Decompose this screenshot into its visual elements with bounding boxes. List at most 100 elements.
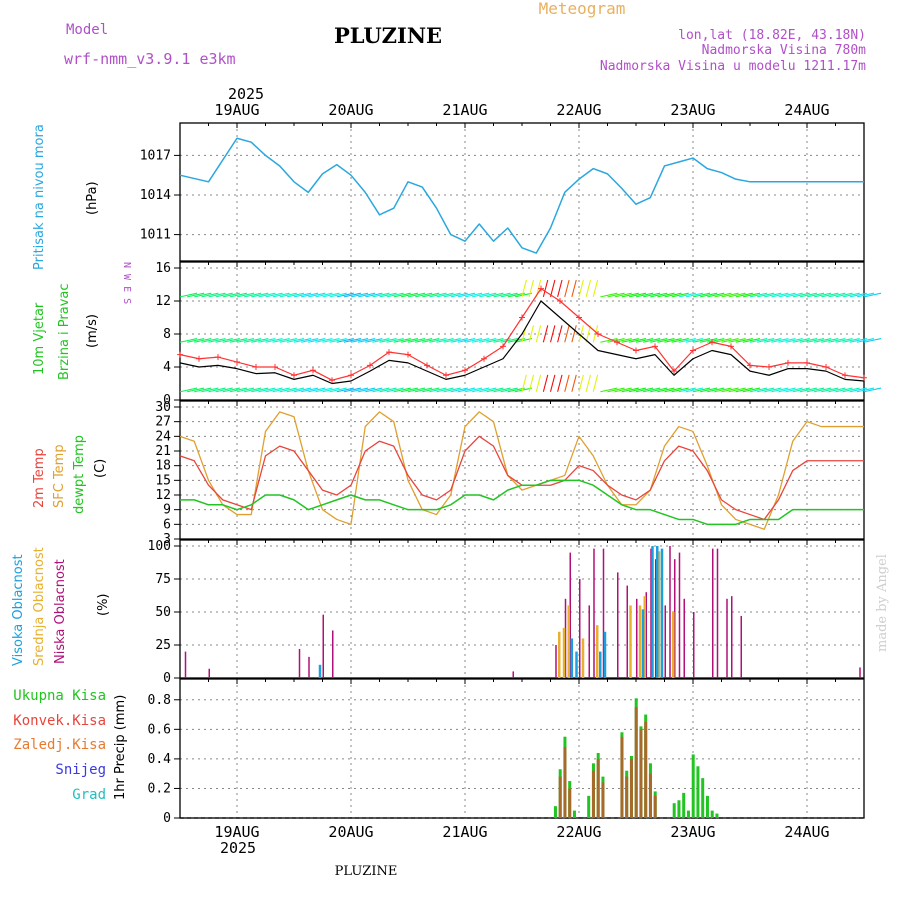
wind-arrow xyxy=(749,292,768,298)
wind-arrow xyxy=(464,292,483,298)
wind-arrow xyxy=(208,292,226,298)
gust-marker xyxy=(747,362,753,369)
wind-arrow xyxy=(393,387,411,393)
wind-arrow xyxy=(194,387,212,393)
y-tick-label: 1011 xyxy=(140,228,171,243)
pressure-unit: (hPa) xyxy=(85,181,100,215)
low-cloud-bar xyxy=(740,615,742,678)
wind-arrow xyxy=(436,387,454,393)
gust-marker xyxy=(481,355,487,362)
wind-arrow xyxy=(650,292,668,298)
wind-arrow xyxy=(700,292,718,298)
high-cloud-bar xyxy=(575,651,578,678)
mid-cloud-bar xyxy=(562,627,566,678)
wind-arrow xyxy=(507,387,525,393)
wind-arrow xyxy=(201,292,219,298)
gust-marker xyxy=(728,343,734,350)
wind-arrow xyxy=(386,387,404,393)
wind-arrow xyxy=(842,387,860,393)
conv-precip-bar xyxy=(644,721,648,818)
wind-arrow xyxy=(757,292,775,298)
wind-arrow xyxy=(728,292,746,298)
low-cloud-bar xyxy=(617,572,619,678)
conv-precip-bar xyxy=(625,776,629,818)
chart-layers: 1011101410170481216369121518212427300255… xyxy=(140,101,882,841)
wind-arrow xyxy=(728,338,746,343)
high-cloud-bar xyxy=(641,609,645,678)
y-tick-label: 0 xyxy=(163,393,171,408)
wind-arrow xyxy=(657,387,675,393)
wind-arrow xyxy=(272,292,290,298)
total-precip-bar xyxy=(587,795,591,818)
gust-marker xyxy=(500,343,506,350)
wind-arrow xyxy=(664,338,682,343)
precip-unit: 1hr Precip (mm) xyxy=(113,695,128,800)
wind-arrow xyxy=(542,374,549,392)
low-cloud-bar xyxy=(602,548,605,678)
wind-arrow xyxy=(472,387,490,393)
wind-arrow xyxy=(286,292,305,298)
wind-arrow xyxy=(671,338,689,343)
y-tick-label: 50 xyxy=(155,605,171,620)
gust-marker xyxy=(386,349,392,356)
wind-arrow xyxy=(236,292,255,298)
wind-arrow xyxy=(265,387,283,393)
low-cloud-bar xyxy=(593,548,595,678)
wind-arrow xyxy=(578,374,584,392)
wind-arrow xyxy=(215,292,233,298)
wind-arrow xyxy=(315,387,333,393)
gust-marker xyxy=(253,364,259,370)
mid-cloud-bar xyxy=(558,631,561,678)
wind-arrow xyxy=(771,387,789,393)
wind-arrow xyxy=(450,292,468,298)
gust-marker xyxy=(196,355,202,362)
credit-watermark: made by Angel xyxy=(875,554,890,652)
wind-arrow xyxy=(799,292,818,298)
wind-arrow xyxy=(251,387,269,393)
low-cloud-bar xyxy=(650,548,652,678)
wind-arrow xyxy=(372,387,390,393)
year-bottom-label: 2025 xyxy=(220,839,256,857)
wind-arrow xyxy=(393,338,411,343)
gust-marker xyxy=(690,347,696,354)
wind-arrow xyxy=(792,338,810,343)
wind-arrow xyxy=(215,387,233,393)
panel-frame xyxy=(179,122,865,262)
wind-arrow xyxy=(343,338,362,343)
gust-marker xyxy=(462,367,468,374)
wind-arrow xyxy=(863,292,882,298)
wind-arrow xyxy=(757,387,775,393)
wind-arrow xyxy=(486,338,504,343)
wind-arrow xyxy=(479,338,497,343)
gust-marker xyxy=(329,377,335,384)
wind-arrow xyxy=(692,292,711,298)
gust-marker xyxy=(310,367,316,374)
wind-arrow xyxy=(365,387,383,393)
wind-arrow xyxy=(535,374,542,392)
wind-arrow xyxy=(849,387,867,393)
wind-arrow xyxy=(251,292,269,298)
wind-arrow xyxy=(222,292,240,298)
cloud-title-2: Srednja Oblacnost xyxy=(32,547,47,666)
dewpt-line xyxy=(180,479,864,526)
wind-arrow xyxy=(685,338,704,343)
high-cloud-bar xyxy=(570,638,573,678)
wind-arrow xyxy=(856,387,875,393)
total-precip-bar xyxy=(701,778,705,818)
wind-arrow xyxy=(835,338,853,343)
mid-cloud-bar xyxy=(643,596,646,678)
wind-arrow xyxy=(493,387,511,393)
wind-arrow xyxy=(286,338,305,343)
wind-arrow xyxy=(286,387,305,393)
wind-arrow xyxy=(472,292,490,298)
wind-arrow xyxy=(735,387,753,393)
conv-precip-bar xyxy=(648,773,652,818)
wind-arrow xyxy=(236,338,255,343)
wind-arrow xyxy=(350,338,369,343)
wind-arrow xyxy=(635,387,654,393)
wind-arrow xyxy=(244,387,262,393)
wind-arrow xyxy=(407,292,426,298)
wind-arrow xyxy=(806,338,825,343)
wind-arrow xyxy=(400,338,419,343)
wind-arrow xyxy=(542,325,549,343)
